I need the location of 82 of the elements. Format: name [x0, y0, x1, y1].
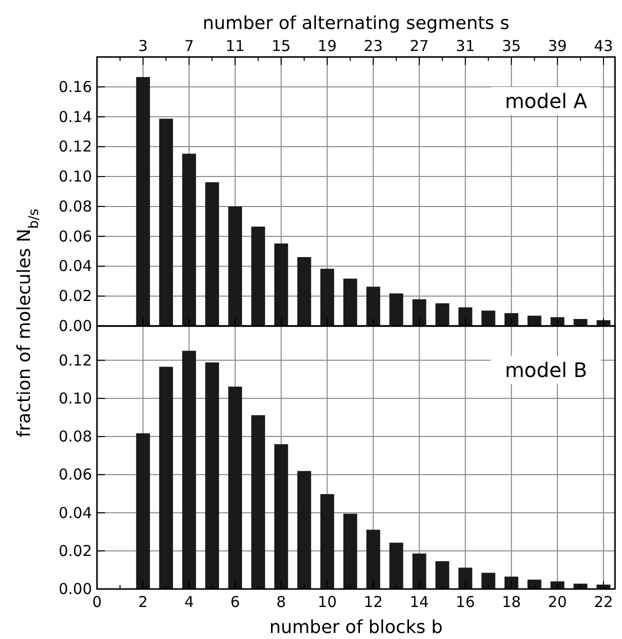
- y-tick-label: 0.08: [58, 428, 92, 446]
- x2-tick-label: 39: [548, 37, 567, 55]
- bar: [136, 77, 150, 326]
- bar: [435, 561, 450, 589]
- bar: [297, 471, 312, 589]
- bar: [159, 366, 173, 589]
- x-tick-label: 10: [318, 593, 337, 611]
- y-tick-label: 0.02: [58, 287, 92, 306]
- x-tick-label: 4: [184, 593, 194, 611]
- x2-tick-label: 35: [502, 37, 521, 55]
- x-tick-label: 22: [594, 593, 614, 611]
- bar: [574, 584, 588, 589]
- y-tick-label: 0.14: [58, 108, 92, 126]
- bar: [320, 268, 334, 326]
- bar: [528, 316, 542, 326]
- x-axis-title: number of blocks b: [269, 617, 443, 638]
- y-tick-label: 0.10: [58, 168, 92, 186]
- bar: [182, 350, 196, 589]
- bar: [343, 514, 358, 589]
- y-tick-label: 0.04: [58, 504, 92, 522]
- bar: [412, 299, 426, 326]
- bar: [205, 362, 220, 589]
- bar: [550, 317, 564, 326]
- y-tick-label: 0.06: [58, 466, 92, 484]
- bar: [159, 118, 173, 326]
- bar: [366, 530, 380, 589]
- x2-tick-label: 7: [184, 37, 194, 55]
- x2-tick-label: 19: [318, 37, 337, 55]
- x2-tick-label: 43: [594, 37, 614, 55]
- x-tick-label: 14: [410, 593, 429, 611]
- annotation: model B: [504, 358, 588, 382]
- bar: [389, 542, 404, 589]
- x2-tick-label: 15: [272, 37, 291, 55]
- bar: [274, 444, 288, 589]
- y-tick-label: 0.08: [58, 197, 92, 216]
- x2-tick-label: 27: [410, 37, 429, 55]
- y-tick-label: 0.12: [58, 138, 92, 156]
- bar: [435, 303, 450, 326]
- x2-tick-label: 31: [456, 37, 475, 55]
- bar: [343, 278, 358, 326]
- x-tick-label: 12: [364, 593, 383, 611]
- y-tick-label: 0.16: [58, 78, 92, 96]
- bar: [366, 286, 380, 326]
- x2-axis-title: number of alternating segments s: [202, 13, 510, 34]
- x-tick-label: 0: [92, 593, 102, 611]
- y-tick-label: 0.00: [58, 317, 92, 335]
- bar: [136, 433, 150, 589]
- x2-tick-label: 3: [138, 37, 148, 55]
- bar: [458, 568, 472, 589]
- x-tick-label: 8: [276, 593, 286, 611]
- x2-tick-label: 11: [226, 37, 245, 55]
- y-tick-label: 0.00: [58, 580, 92, 598]
- bar: [228, 386, 242, 589]
- y-tick-label: 0.04: [58, 257, 92, 276]
- bar: [182, 154, 196, 326]
- x-tick-label: 18: [502, 593, 521, 611]
- x2-tick-label: 23: [364, 37, 383, 55]
- x-tick-label: 20: [548, 593, 567, 611]
- bar: [504, 576, 518, 589]
- annotation: model A: [504, 89, 588, 113]
- y-tick-label: 0.12: [58, 351, 92, 370]
- bar: [574, 318, 588, 326]
- bar: [274, 244, 288, 326]
- bar: [504, 313, 518, 326]
- bar: [412, 554, 426, 589]
- bar: [481, 310, 496, 326]
- bar: [297, 257, 312, 326]
- bar: [528, 580, 542, 589]
- bar: [228, 206, 242, 326]
- bar: [481, 572, 496, 589]
- bar: [320, 494, 334, 589]
- bar: [458, 307, 472, 326]
- bar: [251, 226, 266, 326]
- y-tick-label: 0.06: [58, 227, 92, 246]
- y-tick-label: 0.02: [58, 542, 92, 560]
- y-tick-label: 0.10: [58, 389, 92, 408]
- x-tick-label: 2: [138, 593, 148, 611]
- x-tick-label: 16: [456, 593, 475, 611]
- bar: [205, 182, 220, 326]
- x-tick-label: 6: [230, 593, 240, 611]
- bar: [389, 293, 404, 326]
- bar: [251, 415, 266, 589]
